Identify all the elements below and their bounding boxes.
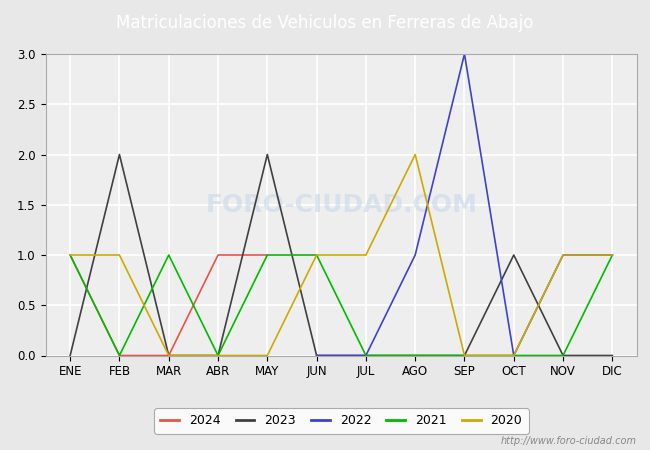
- Text: Matriculaciones de Vehiculos en Ferreras de Abajo: Matriculaciones de Vehiculos en Ferreras…: [116, 14, 534, 32]
- 2022: [608, 252, 616, 258]
- 2021: [411, 353, 419, 358]
- 2023: [116, 152, 124, 157]
- 2020: [165, 353, 173, 358]
- 2021: [66, 252, 74, 258]
- 2022: [411, 252, 419, 258]
- Line: 2024: 2024: [70, 255, 267, 356]
- Legend: 2024, 2023, 2022, 2021, 2020: 2024, 2023, 2022, 2021, 2020: [154, 408, 528, 434]
- 2020: [214, 353, 222, 358]
- 2021: [559, 353, 567, 358]
- 2020: [362, 252, 370, 258]
- 2021: [214, 353, 222, 358]
- 2021: [116, 353, 124, 358]
- 2024: [116, 353, 124, 358]
- 2021: [510, 353, 517, 358]
- Line: 2021: 2021: [70, 255, 612, 356]
- 2020: [411, 152, 419, 157]
- Line: 2023: 2023: [70, 154, 612, 356]
- 2023: [313, 353, 320, 358]
- 2023: [608, 353, 616, 358]
- 2022: [510, 353, 517, 358]
- Line: 2020: 2020: [70, 154, 612, 356]
- 2023: [411, 353, 419, 358]
- 2022: [362, 353, 370, 358]
- 2022: [461, 51, 469, 57]
- 2021: [263, 252, 271, 258]
- 2023: [362, 353, 370, 358]
- 2024: [214, 252, 222, 258]
- 2022: [559, 252, 567, 258]
- 2020: [313, 252, 320, 258]
- 2020: [559, 252, 567, 258]
- 2020: [608, 252, 616, 258]
- 2023: [510, 252, 517, 258]
- 2023: [461, 353, 469, 358]
- 2021: [608, 252, 616, 258]
- 2023: [165, 353, 173, 358]
- 2020: [116, 252, 124, 258]
- 2023: [66, 353, 74, 358]
- 2022: [313, 353, 320, 358]
- 2024: [66, 252, 74, 258]
- 2023: [214, 353, 222, 358]
- 2020: [510, 353, 517, 358]
- 2021: [461, 353, 469, 358]
- Text: http://www.foro-ciudad.com: http://www.foro-ciudad.com: [501, 436, 637, 446]
- 2023: [559, 353, 567, 358]
- 2024: [165, 353, 173, 358]
- 2023: [263, 152, 271, 157]
- 2021: [165, 252, 173, 258]
- 2020: [461, 353, 469, 358]
- 2021: [313, 252, 320, 258]
- 2024: [263, 252, 271, 258]
- Text: FORO-CIUDAD.COM: FORO-CIUDAD.COM: [205, 193, 477, 217]
- 2020: [66, 252, 74, 258]
- 2021: [362, 353, 370, 358]
- 2020: [263, 353, 271, 358]
- Line: 2022: 2022: [317, 54, 612, 356]
